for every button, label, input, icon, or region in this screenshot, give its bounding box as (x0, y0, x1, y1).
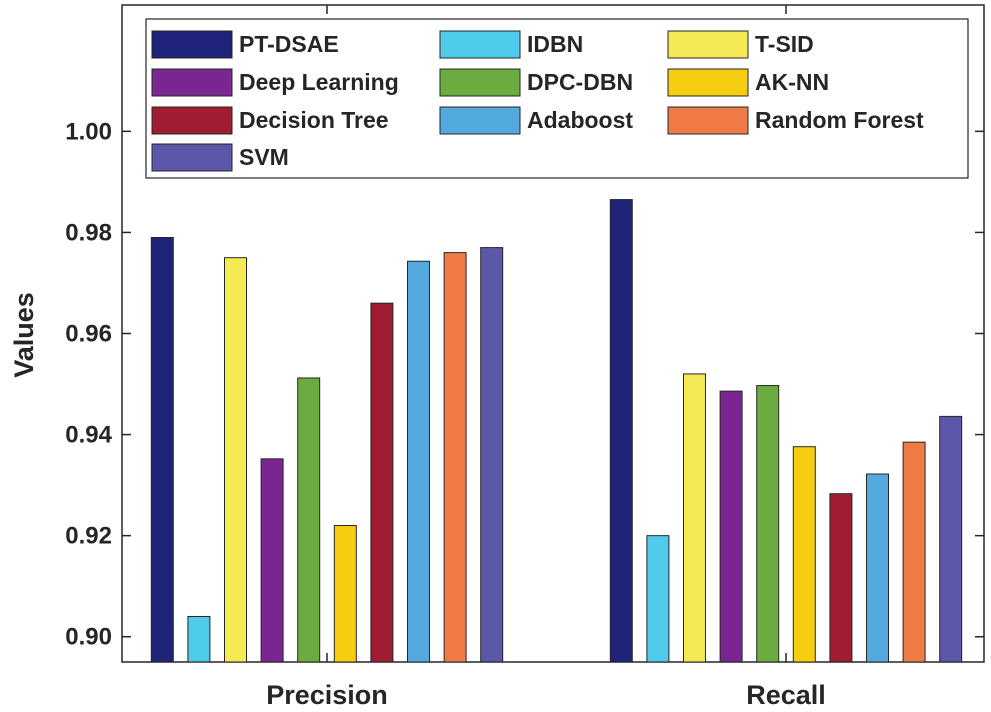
legend-swatch-dpc-dbn (439, 68, 521, 97)
legend: PT-DSAE IDBN T-SID Deep Learning DPC-DBN AK-N… (145, 18, 969, 179)
y-tick-label: 0.94 (65, 422, 112, 449)
bar-svm-precision (480, 247, 504, 663)
bar-svm-recall (939, 415, 963, 663)
bar-pt-dsae-precision (150, 236, 174, 663)
bar-dpc-dbn-precision (297, 377, 321, 663)
bar-idbn-recall (646, 535, 670, 663)
legend-swatch-adaboost (439, 106, 521, 135)
y-tick-label: 0.92 (65, 523, 112, 550)
legend-label-svm: SVM (239, 144, 289, 170)
bar-idbn-precision (187, 616, 211, 663)
y-tick-label: 0.96 (65, 321, 112, 348)
bar-decision-tree-precision (370, 302, 394, 663)
bar-ak-nn-precision (333, 525, 357, 663)
bar-deep-learning-precision (260, 458, 284, 663)
legend-swatch-svm (151, 143, 233, 172)
legend-label-adaboost: Adaboost (527, 107, 633, 133)
bar-t-sid-precision (224, 257, 247, 663)
y-axis: 0.90 0.92 0.94 0.96 0.98 1.00 (65, 118, 984, 651)
bars-group (150, 199, 963, 663)
bar-t-sid-recall (683, 373, 706, 663)
x-axis: Precision Recall (266, 5, 826, 710)
legend-label-deep-learning: Deep Learning (239, 69, 399, 95)
bar-adaboost-precision (407, 260, 430, 663)
bar-deep-learning-recall (719, 390, 743, 663)
legend-swatch-ak-nn (667, 68, 749, 97)
legend-swatch-pt-dsae (151, 30, 233, 59)
legend-label-random-forest: Random Forest (755, 107, 924, 133)
legend-swatch-random-forest (667, 106, 749, 135)
legend-label-dpc-dbn: DPC-DBN (527, 69, 633, 95)
bar-ak-nn-recall (792, 446, 816, 663)
y-axis-label: Values (9, 292, 39, 378)
bar-adaboost-recall (866, 473, 889, 663)
bar-random-forest-precision (443, 252, 467, 663)
legend-swatch-deep-learning (151, 68, 233, 97)
legend-label-t-sid: T-SID (755, 31, 814, 57)
bar-decision-tree-recall (829, 493, 853, 663)
bar-dpc-dbn-recall (756, 385, 780, 663)
legend-label-decision-tree: Decision Tree (239, 107, 389, 133)
legend-label-pt-dsae: PT-DSAE (239, 31, 339, 57)
y-tick-label: 0.98 (65, 219, 112, 246)
bar-pt-dsae-recall (609, 199, 633, 663)
y-tick-label: 1.00 (65, 118, 112, 145)
legend-box (145, 18, 969, 179)
legend-swatch-decision-tree (151, 106, 233, 135)
legend-label-idbn: IDBN (527, 31, 583, 57)
bar-random-forest-recall (902, 441, 926, 663)
legend-swatch-idbn (439, 30, 521, 59)
legend-swatch-t-sid (667, 30, 749, 59)
legend-label-ak-nn: AK-NN (755, 69, 829, 95)
x-tick-label-recall: Recall (746, 680, 826, 710)
y-tick-label: 0.90 (65, 624, 112, 651)
x-tick-label-precision: Precision (266, 680, 388, 710)
